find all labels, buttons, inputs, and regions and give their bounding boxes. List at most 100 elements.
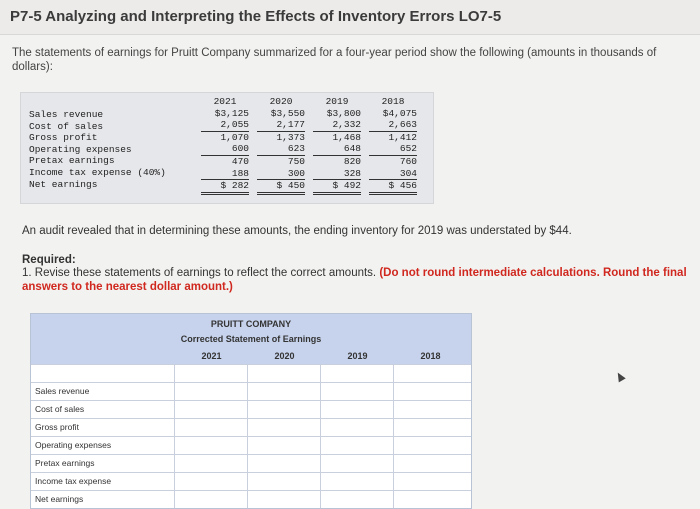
amount-input[interactable] [175,365,248,382]
statement-value: 1,373 [276,131,305,143]
statement-value: 1,412 [388,131,417,143]
statement-value: $ 492 [313,180,361,195]
year-header: 2021 [201,351,222,361]
amount-input[interactable] [321,401,394,418]
amount-input[interactable] [321,437,394,454]
amount-input[interactable] [394,455,467,472]
row-label: Net earnings [31,491,175,508]
statement-value: $ 456 [369,180,417,195]
amount-input[interactable] [394,491,467,508]
table-row: Net earnings [31,490,471,508]
statement-value: 820 [343,155,361,167]
row-label: Cost of sales [31,401,175,418]
amount-input[interactable] [175,473,248,490]
statement-value: 2,177 [257,119,305,132]
audit-text: An audit revealed that in determining th… [22,225,572,237]
statement-label: Sales revenue [29,109,104,120]
amount-input[interactable] [248,437,321,454]
amount-input[interactable] [248,419,321,436]
statement-value: $ 282 [201,180,249,195]
amount-input[interactable] [394,437,467,454]
page-header: P7-5 Analyzing and Interpreting the Effe… [0,0,700,35]
table-row: Gross profit [31,418,471,436]
statement-value: 760 [399,155,417,167]
statement-value: $ 450 [257,180,305,195]
table-row: Income tax expense [31,472,471,490]
company-name: PRUITT COMPANY [210,319,292,329]
statement-value: 328 [313,168,361,181]
amount-input[interactable] [175,455,248,472]
statement-value: 652 [369,143,417,156]
statement-column-2021: 2021 $3,125 2,055 1,070 600 470 188 $ 28… [201,96,249,195]
table-row: Operating expenses [31,436,471,454]
amount-input[interactable] [321,365,394,382]
row-label [31,365,175,382]
statement-value: 648 [313,143,361,156]
amount-input[interactable] [175,491,248,508]
table-row: Sales revenue [31,382,471,400]
table-body: Sales revenue Cost of sales Gross profit… [31,364,471,508]
statement-column-2019: 2019 $3,800 2,332 1,468 648 820 328 $ 49… [313,96,361,195]
required-title: Required: [22,254,76,266]
row-label: Pretax earnings [31,455,175,472]
required-text: 1. Revise these statements of earnings t… [22,266,698,294]
amount-input[interactable] [394,365,467,382]
statement-value: 2,663 [369,119,417,132]
statement-value: 300 [257,168,305,181]
required-instruction: 1. Revise these statements of earnings t… [22,267,377,279]
amount-input[interactable] [394,383,467,400]
column-year: 2020 [269,96,293,107]
amount-input[interactable] [321,419,394,436]
statement-value: 304 [369,168,417,181]
amount-input[interactable] [248,491,321,508]
original-statement: Sales revenue Cost of sales Gross profit… [20,92,434,204]
statement-title: Corrected Statement of Earnings [180,334,322,344]
amount-input[interactable] [175,401,248,418]
statement-labels: Sales revenue Cost of sales Gross profit… [29,109,166,190]
statement-label: Operating expenses [29,143,132,155]
statement-value: 1,468 [332,131,361,143]
row-label: Operating expenses [31,437,175,454]
amount-input[interactable] [321,473,394,490]
statement-value: 470 [231,155,249,167]
statement-value: 2,055 [201,119,249,132]
statement-value: 750 [287,155,305,167]
column-year: 2021 [213,96,237,107]
statement-label: Pretax earnings [29,155,115,167]
amount-input[interactable] [175,419,248,436]
corrected-statement-table: PRUITT COMPANY Corrected Statement of Ea… [30,313,472,509]
amount-input[interactable] [394,401,467,418]
amount-input[interactable] [175,383,248,400]
rounding-note: (Do not round intermediate calculations.… [22,267,687,293]
amount-input[interactable] [175,437,248,454]
amount-input[interactable] [248,473,321,490]
page-title: P7-5 Analyzing and Interpreting the Effe… [10,8,502,25]
year-header: 2020 [274,351,295,361]
table-header: PRUITT COMPANY Corrected Statement of Ea… [31,314,471,364]
statement-label: Cost of sales [29,120,104,132]
statement-column-2018: 2018 $4,075 2,663 1,412 652 760 304 $ 45… [369,96,417,195]
amount-input[interactable] [394,419,467,436]
column-year: 2018 [381,96,405,107]
amount-input[interactable] [248,365,321,382]
amount-input[interactable] [321,455,394,472]
amount-input[interactable] [321,491,394,508]
table-row: Pretax earnings [31,454,471,472]
year-header: 2019 [347,351,368,361]
statement-value: $4,075 [382,107,417,119]
column-year: 2019 [325,96,349,107]
statement-label: Income tax expense (40%) [29,166,166,178]
amount-input[interactable] [394,473,467,490]
amount-input[interactable] [321,383,394,400]
row-label: Income tax expense [31,473,175,490]
statement-value: $3,550 [270,107,305,119]
amount-input[interactable] [248,455,321,472]
statement-value: 188 [201,168,249,181]
amount-input[interactable] [248,401,321,418]
intro-text: The statements of earnings for Pruitt Co… [12,47,657,73]
row-label: Sales revenue [31,383,175,400]
mouse-cursor-icon [614,370,626,383]
table-row [31,364,471,382]
statement-value: $3,125 [214,107,249,119]
amount-input[interactable] [248,383,321,400]
